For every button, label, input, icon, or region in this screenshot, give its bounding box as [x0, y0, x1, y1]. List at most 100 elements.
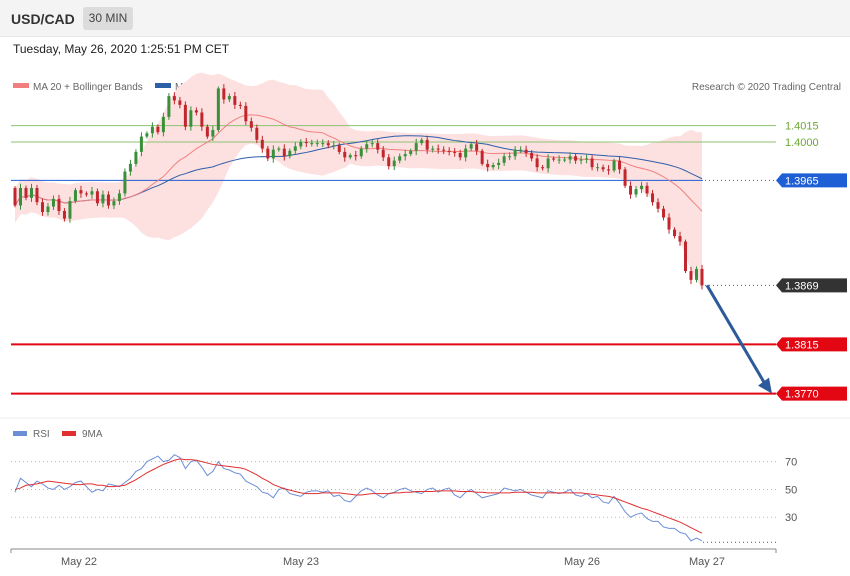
candle-body: [288, 150, 292, 157]
candle-body: [62, 210, 66, 219]
candle-body: [255, 127, 259, 140]
rsi-ma-legend-label: 9MA: [82, 429, 103, 440]
candle-body: [128, 163, 132, 172]
candle: [464, 144, 468, 162]
candle-body: [590, 158, 594, 168]
candle-body: [579, 159, 583, 161]
candle-body: [662, 208, 666, 218]
candle: [161, 112, 165, 137]
candle-body: [35, 187, 39, 203]
candle-body: [513, 149, 517, 157]
candle-body: [117, 193, 121, 202]
candle: [563, 156, 567, 163]
candle-body: [123, 171, 127, 194]
candle: [57, 194, 61, 215]
candle-body: [365, 144, 369, 149]
ma20-legend-label: MA 20 + Bollinger Bands: [33, 82, 143, 93]
candle: [524, 145, 528, 157]
candle: [35, 184, 39, 206]
candle: [321, 139, 325, 147]
candle-body: [73, 190, 77, 202]
candle-body: [134, 151, 138, 164]
candle-body: [200, 112, 204, 127]
candle: [590, 155, 594, 171]
candle-body: [101, 194, 105, 204]
rsi-legend-swatch: [13, 431, 27, 436]
candle: [684, 239, 688, 274]
candle: [200, 108, 204, 131]
candle-body: [640, 185, 644, 190]
candle-body: [442, 149, 446, 151]
level-tag: [776, 386, 847, 401]
candle-body: [13, 187, 17, 206]
candle: [491, 162, 495, 170]
candle-body: [453, 151, 457, 153]
candle-body: [376, 143, 380, 150]
candle: [519, 146, 523, 154]
level-label: 1.4000: [785, 137, 819, 149]
candle: [513, 146, 517, 160]
candle: [486, 159, 490, 172]
candle-body: [304, 142, 308, 144]
candle-body: [348, 155, 352, 158]
symbol-title: USD/CAD: [11, 11, 75, 27]
x-axis: May 22 May 23 May 26 May 27: [10, 548, 777, 568]
candle-body: [519, 149, 523, 151]
candle-body: [106, 194, 110, 206]
candle-body: [326, 143, 330, 146]
timeframe-badge[interactable]: 30 MIN: [83, 7, 133, 30]
candle-body: [238, 104, 242, 106]
candle-body: [79, 190, 83, 194]
candle: [442, 146, 446, 155]
candle: [68, 196, 72, 223]
candle: [282, 144, 286, 161]
candle-body: [167, 96, 171, 117]
candle-body: [629, 185, 633, 195]
candle-body: [678, 236, 682, 242]
candle-body: [403, 154, 407, 157]
candle: [40, 198, 44, 216]
candle-body: [51, 198, 55, 207]
candle: [101, 190, 105, 208]
candle-body: [29, 187, 33, 198]
candle: [552, 156, 556, 162]
candle: [90, 186, 94, 199]
candle: [695, 266, 699, 283]
candle: [502, 153, 506, 166]
candle: [117, 189, 121, 205]
candle: [260, 135, 264, 153]
candle-body: [249, 121, 253, 128]
candle: [233, 92, 237, 109]
candle-body: [486, 163, 490, 168]
candle: [249, 117, 253, 132]
candle: [568, 152, 572, 164]
candle: [381, 146, 385, 161]
candle-body: [315, 143, 319, 145]
candle-body: [90, 191, 94, 195]
candle: [634, 186, 638, 198]
candle-body: [205, 126, 209, 137]
candle-body: [409, 150, 413, 155]
candle: [601, 164, 605, 172]
candle-body: [585, 158, 589, 160]
candle-body: [568, 156, 572, 160]
candle-body: [183, 104, 187, 127]
candle: [579, 155, 583, 165]
level-label: 1.3770: [785, 389, 819, 401]
candle: [106, 191, 110, 209]
candlesticks: [13, 84, 704, 290]
candle-body: [84, 193, 88, 195]
candle-body: [601, 167, 605, 170]
candle: [299, 139, 303, 150]
candle-body: [420, 139, 424, 144]
candle: [222, 84, 226, 104]
candle: [238, 101, 242, 110]
candle-body: [57, 198, 61, 211]
candle: [574, 152, 578, 164]
candle: [447, 147, 451, 156]
candle: [266, 145, 270, 162]
candle: [359, 146, 363, 159]
candle: [678, 231, 682, 246]
candle-body: [673, 229, 677, 237]
